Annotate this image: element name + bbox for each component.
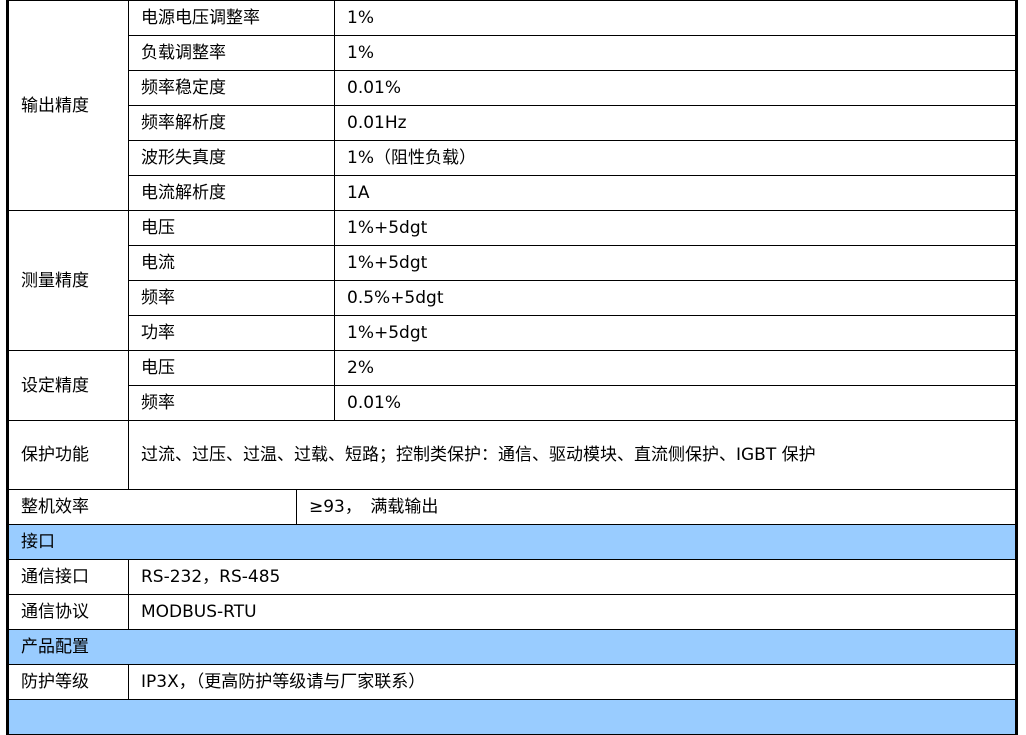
param-value: 0.01% bbox=[334, 70, 1017, 106]
protection-value: 过流、过压、过温、过载、短路；控制类保护：通信、驱动模块、直流侧保护、IGBT … bbox=[128, 420, 1017, 490]
section-title: 产品配置 bbox=[7, 629, 1017, 665]
param-value: 0.5%+5dgt bbox=[334, 280, 1017, 316]
param-name: 频率 bbox=[128, 280, 335, 316]
section-header-interface: 接口 bbox=[7, 524, 1017, 560]
section-title: 接口 bbox=[7, 524, 1017, 560]
param-name: 电压 bbox=[128, 210, 335, 246]
table-row: 设定精度 电压 2% bbox=[7, 350, 1017, 421]
param-value: 1% bbox=[334, 35, 1017, 71]
table-row: 保护功能 过流、过压、过温、过载、短路；控制类保护：通信、驱动模块、直流侧保护、… bbox=[7, 420, 1017, 490]
param-value: 1% bbox=[334, 0, 1017, 36]
param-value: 1%+5dgt bbox=[334, 315, 1017, 351]
table-row: 波形失真度 1%（阻性负载） bbox=[8, 140, 1017, 176]
param-value: 2% bbox=[334, 350, 1017, 386]
table-row: 防护等级 IP3X，（更高防护等级请与厂家联系） bbox=[7, 664, 1017, 700]
table-row: 整机效率 ≥93， 满载输出 bbox=[7, 489, 1017, 525]
param-name: 通信接口 bbox=[7, 559, 129, 595]
group-label: 测量精度 bbox=[7, 210, 129, 351]
table-row: 频率 0.01% bbox=[8, 385, 1017, 421]
param-value: MODBUS-RTU bbox=[128, 594, 1017, 630]
param-value: 1A bbox=[334, 175, 1017, 211]
param-name: 频率解析度 bbox=[128, 105, 335, 141]
param-value: 1%（阻性负载） bbox=[334, 140, 1017, 176]
spec-table: 输出精度 电源电压调整率 1% 负载调整率 1% 频率稳定度 0.01% 频率解析度… bbox=[6, 0, 1018, 735]
param-value: 1%+5dgt bbox=[334, 210, 1017, 246]
param-name: 负载调整率 bbox=[128, 35, 335, 71]
param-name: 波形失真度 bbox=[128, 140, 335, 176]
param-value: RS-232，RS-485 bbox=[128, 559, 1017, 595]
table-row: 测量精度 电压 1%+5dgt bbox=[7, 210, 1017, 351]
param-name: 通信协议 bbox=[7, 594, 129, 630]
param-name: 电压 bbox=[128, 350, 335, 386]
param-value: IP3X，（更高防护等级请与厂家联系） bbox=[128, 664, 1017, 700]
table-row: 频率 0.5%+5dgt bbox=[8, 280, 1017, 316]
efficiency-value: ≥93， 满载输出 bbox=[296, 489, 1017, 525]
group-label: 设定精度 bbox=[7, 350, 129, 421]
table-row: 功率 1%+5dgt bbox=[8, 315, 1017, 351]
param-value: 0.01Hz bbox=[334, 105, 1017, 141]
table-row: 电流 1%+5dgt bbox=[8, 245, 1017, 281]
section-title-cut bbox=[7, 699, 1017, 735]
efficiency-label: 整机效率 bbox=[7, 489, 297, 525]
table-row: 频率解析度 0.01Hz bbox=[8, 105, 1017, 141]
param-name: 频率稳定度 bbox=[128, 70, 335, 106]
table-row: 频率稳定度 0.01% bbox=[8, 70, 1017, 106]
param-value: 1%+5dgt bbox=[334, 245, 1017, 281]
param-name: 电源电压调整率 bbox=[128, 0, 335, 36]
table-row: 通信协议 MODBUS-RTU bbox=[7, 594, 1017, 630]
table-row: 通信接口 RS-232，RS-485 bbox=[7, 559, 1017, 595]
protection-label: 保护功能 bbox=[7, 420, 129, 490]
param-value: 0.01% bbox=[334, 385, 1017, 421]
param-name: 频率 bbox=[128, 385, 335, 421]
table-row: 电流解析度 1A bbox=[8, 175, 1017, 211]
param-name: 功率 bbox=[128, 315, 335, 351]
table-row: 输出精度 电源电压调整率 1% bbox=[7, 0, 1017, 211]
group-label: 输出精度 bbox=[7, 0, 129, 211]
section-header-config: 产品配置 bbox=[7, 629, 1017, 665]
param-name: 电流解析度 bbox=[128, 175, 335, 211]
section-header-next bbox=[7, 699, 1017, 735]
param-name: 电流 bbox=[128, 245, 335, 281]
param-name: 防护等级 bbox=[7, 664, 129, 700]
table-row: 负载调整率 1% bbox=[8, 35, 1017, 71]
